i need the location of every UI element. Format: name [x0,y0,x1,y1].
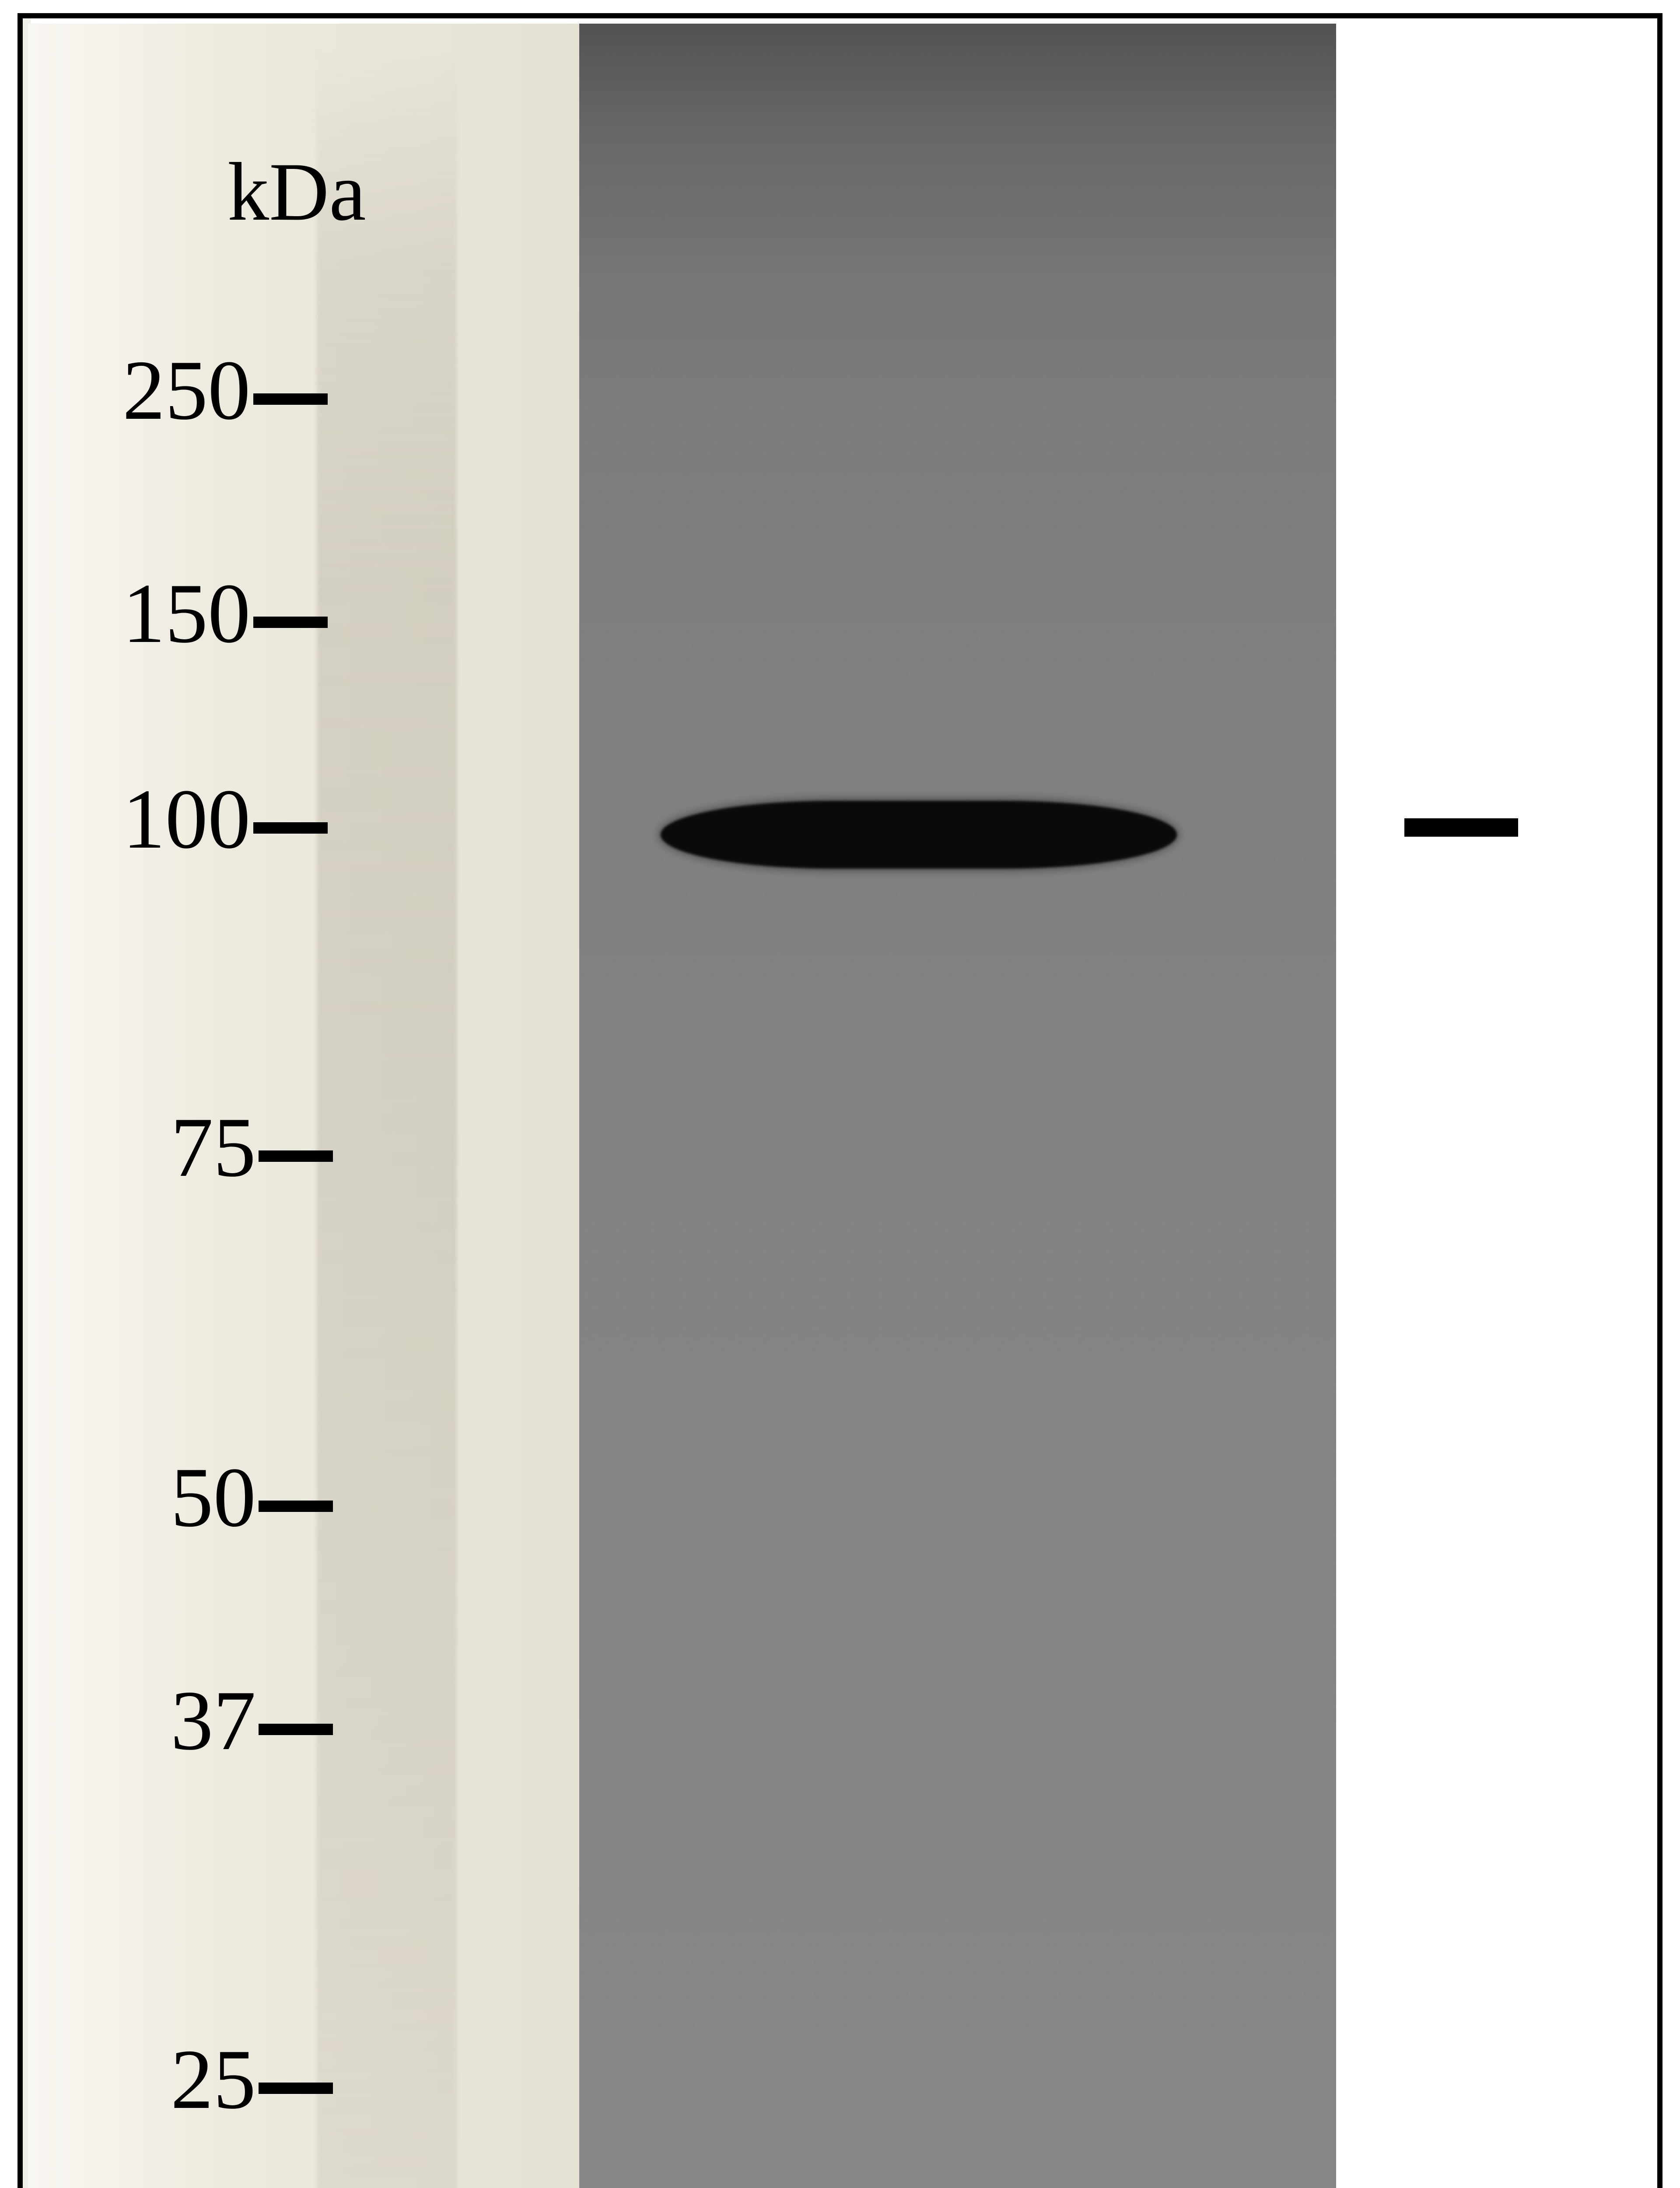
marker-value: 75 [171,1100,256,1195]
marker-dash [259,1150,333,1162]
marker-dash [259,1501,333,1512]
marker-75: 75 [171,1098,333,1196]
marker-value: 25 [171,2032,256,2127]
marker-37: 37 [171,1672,333,1770]
marker-value: 50 [171,1450,256,1545]
marker-value: 250 [122,343,251,438]
marker-dash [253,822,328,834]
marker-value: 150 [122,566,251,661]
marker-25: 25 [171,2030,333,2128]
blot-frame: kDa 250 150 100 75 50 37 25 20 15 [18,13,1662,2188]
marker-dash [259,1724,333,1735]
right-panel [1336,24,1656,2188]
ladder-streak [317,50,457,2188]
marker-value: 37 [171,1673,256,1768]
marker-250: 250 [122,341,328,439]
band-pointer-dash [1404,818,1518,837]
marker-150: 150 [122,565,328,663]
marker-100: 100 [122,770,328,868]
marker-50: 50 [171,1448,333,1546]
marker-dash [253,617,328,628]
protein-band [661,801,1177,869]
marker-dash [253,393,328,405]
marker-dash [259,2083,333,2094]
sample-top-shade [579,24,1336,400]
marker-value: 100 [122,772,251,866]
unit-label: kDa [228,144,366,240]
